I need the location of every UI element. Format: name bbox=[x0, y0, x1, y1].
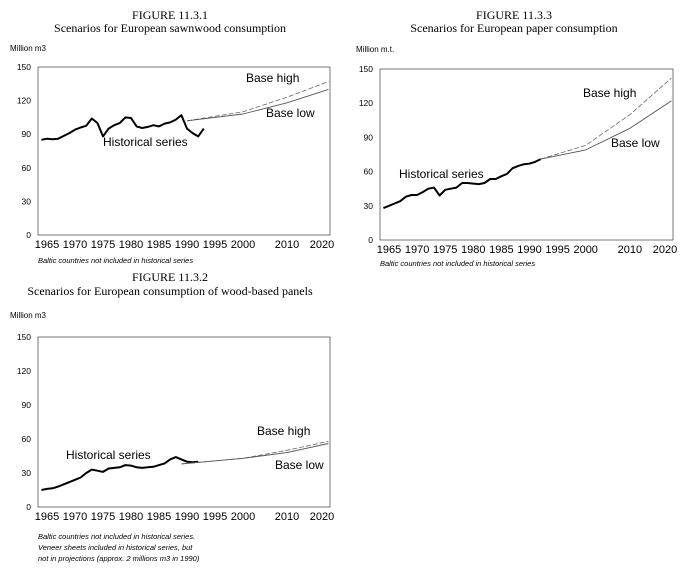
y-tick-label: 0 bbox=[368, 235, 373, 245]
series-line-historical-series bbox=[41, 114, 205, 141]
x-tick-label: 2020 bbox=[653, 244, 677, 256]
x-tick-label: 2020 bbox=[310, 511, 334, 523]
series-label: Base low bbox=[266, 106, 315, 120]
y-tick-label: 60 bbox=[22, 163, 32, 173]
series-line-base-low bbox=[540, 100, 672, 160]
series-line-historical-series bbox=[383, 158, 542, 210]
series-line-base-high bbox=[186, 81, 329, 122]
figure-label: FIGURE 11.3.2 bbox=[132, 270, 208, 284]
series-label: Historical series bbox=[66, 448, 151, 462]
y-tick-label: 150 bbox=[17, 62, 31, 72]
series-line-base-high bbox=[540, 77, 672, 160]
x-tick-label: 1980 bbox=[119, 511, 143, 523]
series-label: Base high bbox=[257, 424, 310, 438]
chart-note: Baltic countries not included in histori… bbox=[38, 531, 199, 564]
y-tick-label: 90 bbox=[22, 400, 32, 410]
x-tick-label: 1985 bbox=[489, 244, 513, 256]
x-tick-label: 2000 bbox=[231, 239, 255, 251]
figure-paper: FIGURE 11.3.3 Scenarios for European pap… bbox=[340, 0, 688, 270]
y-axis-label: Million m.t. bbox=[356, 45, 395, 54]
x-tick-label: 1985 bbox=[147, 239, 171, 251]
series-label: Historical series bbox=[103, 135, 188, 149]
plot-frame bbox=[37, 336, 331, 508]
x-tick-label: 1990 bbox=[175, 511, 199, 523]
x-tick-label: 1995 bbox=[203, 239, 227, 251]
series-label: Base low bbox=[275, 458, 324, 472]
x-tick-label: 1990 bbox=[175, 239, 199, 251]
y-axis-label: Million m3 bbox=[10, 311, 47, 320]
x-tick-label: 1975 bbox=[433, 244, 457, 256]
y-tick-label: 120 bbox=[359, 98, 373, 108]
chart-plot: 0 30 60 90 120 150 1965 1970 1975 1980 1985 1990 199… bbox=[359, 64, 677, 256]
x-tick-label: 1965 bbox=[377, 244, 401, 256]
y-tick-label: 90 bbox=[22, 129, 32, 139]
series-line-base-low bbox=[186, 88, 329, 122]
plot-frame bbox=[37, 66, 331, 236]
chart-note: Baltic countries not included in histori… bbox=[380, 258, 535, 269]
series-label: Base low bbox=[611, 136, 660, 150]
x-tick-label: 1975 bbox=[91, 239, 115, 251]
x-tick-label: 2000 bbox=[573, 244, 597, 256]
y-tick-label: 150 bbox=[17, 332, 31, 342]
series-line-historical-series bbox=[41, 456, 199, 491]
x-tick-label: 1995 bbox=[203, 511, 227, 523]
y-tick-label: 30 bbox=[364, 201, 374, 211]
figure-label: FIGURE 11.3.1 bbox=[132, 8, 208, 22]
figure-label: FIGURE 11.3.3 bbox=[476, 8, 552, 22]
y-tick-label: 0 bbox=[26, 230, 31, 240]
x-tick-label: 1965 bbox=[35, 511, 59, 523]
x-tick-label: 1980 bbox=[119, 239, 143, 251]
series-label: Base high bbox=[246, 71, 299, 85]
plot-frame bbox=[379, 68, 674, 241]
note-line: Baltic countries not included in histori… bbox=[38, 256, 194, 265]
y-tick-label: 30 bbox=[22, 468, 32, 478]
series-label: Base high bbox=[583, 86, 636, 100]
y-tick-label: 30 bbox=[22, 196, 32, 206]
chart-note: Baltic countries not included in histori… bbox=[38, 255, 193, 266]
x-tick-label: 1970 bbox=[405, 244, 429, 256]
y-tick-label: 0 bbox=[26, 502, 31, 512]
y-tick-label: 60 bbox=[364, 167, 374, 177]
x-tick-label: 2010 bbox=[618, 244, 642, 256]
y-axis-label: Million m3 bbox=[10, 44, 47, 53]
x-tick-label: 2010 bbox=[275, 511, 299, 523]
figure-panels: FIGURE 11.3.2 Scenarios for European con… bbox=[0, 265, 340, 572]
note-line: Baltic countries not included in histori… bbox=[380, 259, 536, 268]
x-tick-label: 1990 bbox=[517, 244, 541, 256]
figure-sawnwood: FIGURE 11.3.1 Scenarios for European saw… bbox=[0, 0, 340, 270]
x-tick-label: 1970 bbox=[63, 511, 87, 523]
y-tick-label: 150 bbox=[359, 64, 373, 74]
x-tick-label: 1980 bbox=[461, 244, 485, 256]
y-tick-label: 90 bbox=[364, 132, 374, 142]
y-tick-label: 120 bbox=[17, 366, 31, 376]
x-tick-label: 2020 bbox=[310, 239, 334, 251]
y-tick-label: 120 bbox=[17, 96, 31, 106]
x-tick-label: 1965 bbox=[35, 239, 59, 251]
series-label: Historical series bbox=[399, 167, 484, 181]
y-tick-label: 60 bbox=[22, 434, 32, 444]
x-tick-label: 1985 bbox=[147, 511, 171, 523]
chart-plot: 0 30 60 90 120 150 1965 1970 1975 1980 1985 1990 199… bbox=[17, 62, 334, 251]
x-tick-label: 1995 bbox=[545, 244, 569, 256]
x-tick-label: 1970 bbox=[63, 239, 87, 251]
note-line: not in projections (approx. 2 millions m… bbox=[38, 554, 200, 563]
note-line: Veneer sheets included in historical ser… bbox=[38, 543, 193, 552]
series-line-base-low bbox=[181, 443, 329, 465]
x-tick-label: 2010 bbox=[275, 239, 299, 251]
x-tick-label: 1975 bbox=[91, 511, 115, 523]
chart-title: Scenarios for European consumption of wo… bbox=[27, 284, 313, 298]
note-line: Baltic countries not included in histori… bbox=[38, 532, 196, 541]
chart-title: Scenarios for European paper consumption bbox=[410, 21, 618, 35]
x-tick-label: 2000 bbox=[231, 511, 255, 523]
chart-plot: 0 30 60 90 120 150 1965 1970 1975 1980 1985 1990 199… bbox=[17, 332, 334, 523]
chart-title: Scenarios for European sawnwood consumpt… bbox=[54, 21, 286, 35]
